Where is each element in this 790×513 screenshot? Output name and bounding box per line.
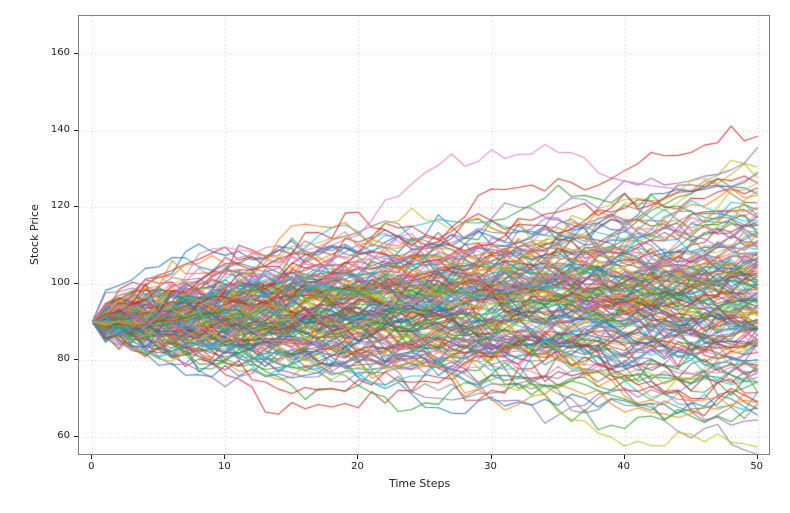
chart-lines-canvas (79, 16, 771, 456)
x-tick (357, 455, 358, 459)
x-tick (757, 455, 758, 459)
y-tick-label: 100 (51, 277, 70, 288)
y-tick (74, 130, 78, 131)
y-tick-label: 60 (57, 430, 70, 441)
y-tick-label: 120 (51, 200, 70, 211)
x-tick-label: 30 (481, 461, 501, 472)
y-tick-label: 80 (57, 353, 70, 364)
x-tick (224, 455, 225, 459)
x-tick-label: 50 (747, 461, 767, 472)
y-axis-label: Stock Price (28, 204, 41, 265)
x-tick-label: 0 (81, 461, 101, 472)
y-tick (74, 436, 78, 437)
plot-area (78, 15, 770, 455)
y-tick (74, 283, 78, 284)
x-tick (624, 455, 625, 459)
y-tick (74, 206, 78, 207)
x-tick-label: 20 (347, 461, 367, 472)
chart-container: Stock Price Time Steps 0 10 20 30 40 50 60 80 10… (0, 0, 790, 513)
x-tick (491, 455, 492, 459)
x-tick (91, 455, 92, 459)
y-tick-label: 160 (51, 47, 70, 58)
y-tick (74, 359, 78, 360)
x-axis-label: Time Steps (389, 477, 450, 490)
x-tick-label: 40 (614, 461, 634, 472)
y-tick-label: 140 (51, 124, 70, 135)
y-tick (74, 53, 78, 54)
x-tick-label: 10 (214, 461, 234, 472)
